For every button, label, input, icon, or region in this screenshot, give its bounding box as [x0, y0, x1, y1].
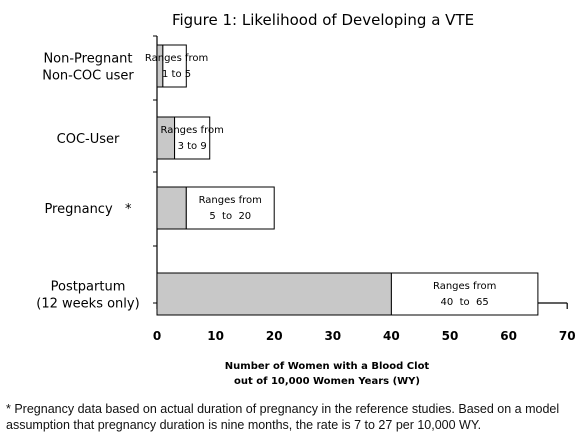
x-tick-label: 70: [559, 329, 576, 343]
x-axis-label-line-2: out of 10,000 Women Years (WY): [234, 376, 420, 387]
vte-likelihood-chart: Figure 1: Likelihood of Developing a VTE…: [36, 11, 576, 387]
bar-range-segment: [174, 116, 211, 160]
x-tick-label: 30: [324, 329, 341, 343]
category-label: (12 weeks only): [36, 297, 139, 312]
bar-annotation-line-2: 3 to 9: [178, 141, 207, 152]
category-label: Pregnancy *: [44, 202, 132, 217]
x-tick-label: 60: [500, 329, 517, 343]
bar-annotation-line-1: Ranges from: [145, 53, 208, 64]
x-tick-label: 40: [383, 329, 400, 343]
bar-annotation-line-2: 1 to 5: [162, 69, 191, 80]
x-tick-label: 50: [442, 329, 459, 343]
bar-low-segment: [156, 272, 392, 316]
bar-annotation-line-1: Ranges from: [433, 281, 496, 292]
bar-annotation-line-1: Ranges from: [160, 125, 223, 136]
plot-area: 0 10 20 30 40 50 60 70 Ranges from 1 to 5 Non-Preg…: [36, 35, 576, 343]
bar-range-segment: [185, 186, 275, 230]
chart-title: Figure 1: Likelihood of Developing a VTE: [172, 11, 474, 29]
x-tick-label: 20: [266, 329, 283, 343]
footnote: * Pregnancy data based on actual duratio…: [6, 402, 560, 432]
x-tick-label: 10: [207, 329, 224, 343]
bar-low-segment: [156, 116, 176, 160]
category-label: Postpartum: [51, 280, 126, 295]
bar-annotation-line-2: 40 to 65: [441, 297, 489, 308]
bar-range-segment: [390, 272, 539, 316]
category-label: Non-Pregnant: [43, 52, 132, 67]
bar-annotation-line-1: Ranges from: [199, 195, 262, 206]
x-tick-label: 0: [153, 329, 161, 343]
bar-range-segment: [162, 44, 187, 88]
category-label: Non-COC user: [42, 69, 134, 84]
x-axis-label-line-1: Number of Women with a Blood Clot: [225, 361, 430, 372]
bar-low-segment: [156, 44, 164, 88]
category-label: COC-User: [57, 132, 120, 147]
bar-low-segment: [156, 186, 187, 230]
bar-annotation-line-2: 5 to 20: [209, 211, 251, 222]
